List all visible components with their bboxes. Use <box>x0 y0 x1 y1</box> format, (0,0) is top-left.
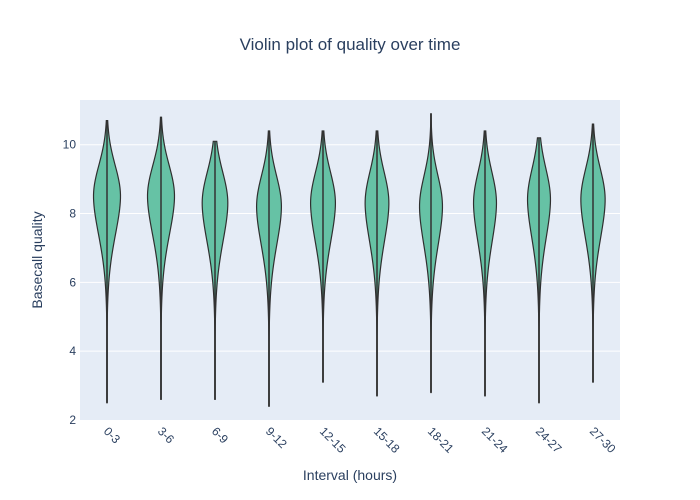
x-tick-label: 0-3 <box>101 424 123 446</box>
violin-27-30 <box>580 123 606 383</box>
y-axis-title: Basecall quality <box>29 211 45 308</box>
violin-6-9 <box>201 140 229 400</box>
y-tick-label: 6 <box>69 275 76 289</box>
violin-18-21 <box>418 113 444 394</box>
chart-title: Violin plot of quality over time <box>240 35 461 54</box>
plot-area <box>80 100 620 420</box>
x-axis-ticks: 0-3 3-6 6-9 9-12 12-15 15-18 18-21 21-24 24-27 27… <box>101 424 619 456</box>
x-tick-label: 9-12 <box>263 424 290 451</box>
x-axis-title: Interval (hours) <box>303 467 397 483</box>
x-tick-label: 21-24 <box>479 424 511 456</box>
y-tick-label: 10 <box>63 138 77 152</box>
x-tick-label: 12-15 <box>317 424 349 456</box>
violin-21-24 <box>472 130 498 397</box>
violin-9-12 <box>255 130 283 407</box>
y-tick-label: 2 <box>69 413 76 427</box>
y-tick-label: 8 <box>69 207 76 221</box>
violin-24-27 <box>526 137 552 404</box>
x-tick-label: 15-18 <box>371 424 403 456</box>
y-axis-ticks: 2 4 6 8 10 <box>63 138 77 427</box>
y-tick-label: 4 <box>69 344 76 358</box>
x-tick-label: 18-21 <box>425 424 457 456</box>
x-tick-label: 27-30 <box>587 424 619 456</box>
violin-3-6 <box>146 116 176 400</box>
violin-12-15 <box>309 130 337 383</box>
x-tick-label: 3-6 <box>155 424 177 446</box>
violins <box>92 113 606 407</box>
x-tick-label: 6-9 <box>209 424 231 446</box>
x-tick-label: 24-27 <box>533 424 565 456</box>
violin-15-18 <box>364 130 390 397</box>
violin-0-3 <box>92 120 122 404</box>
